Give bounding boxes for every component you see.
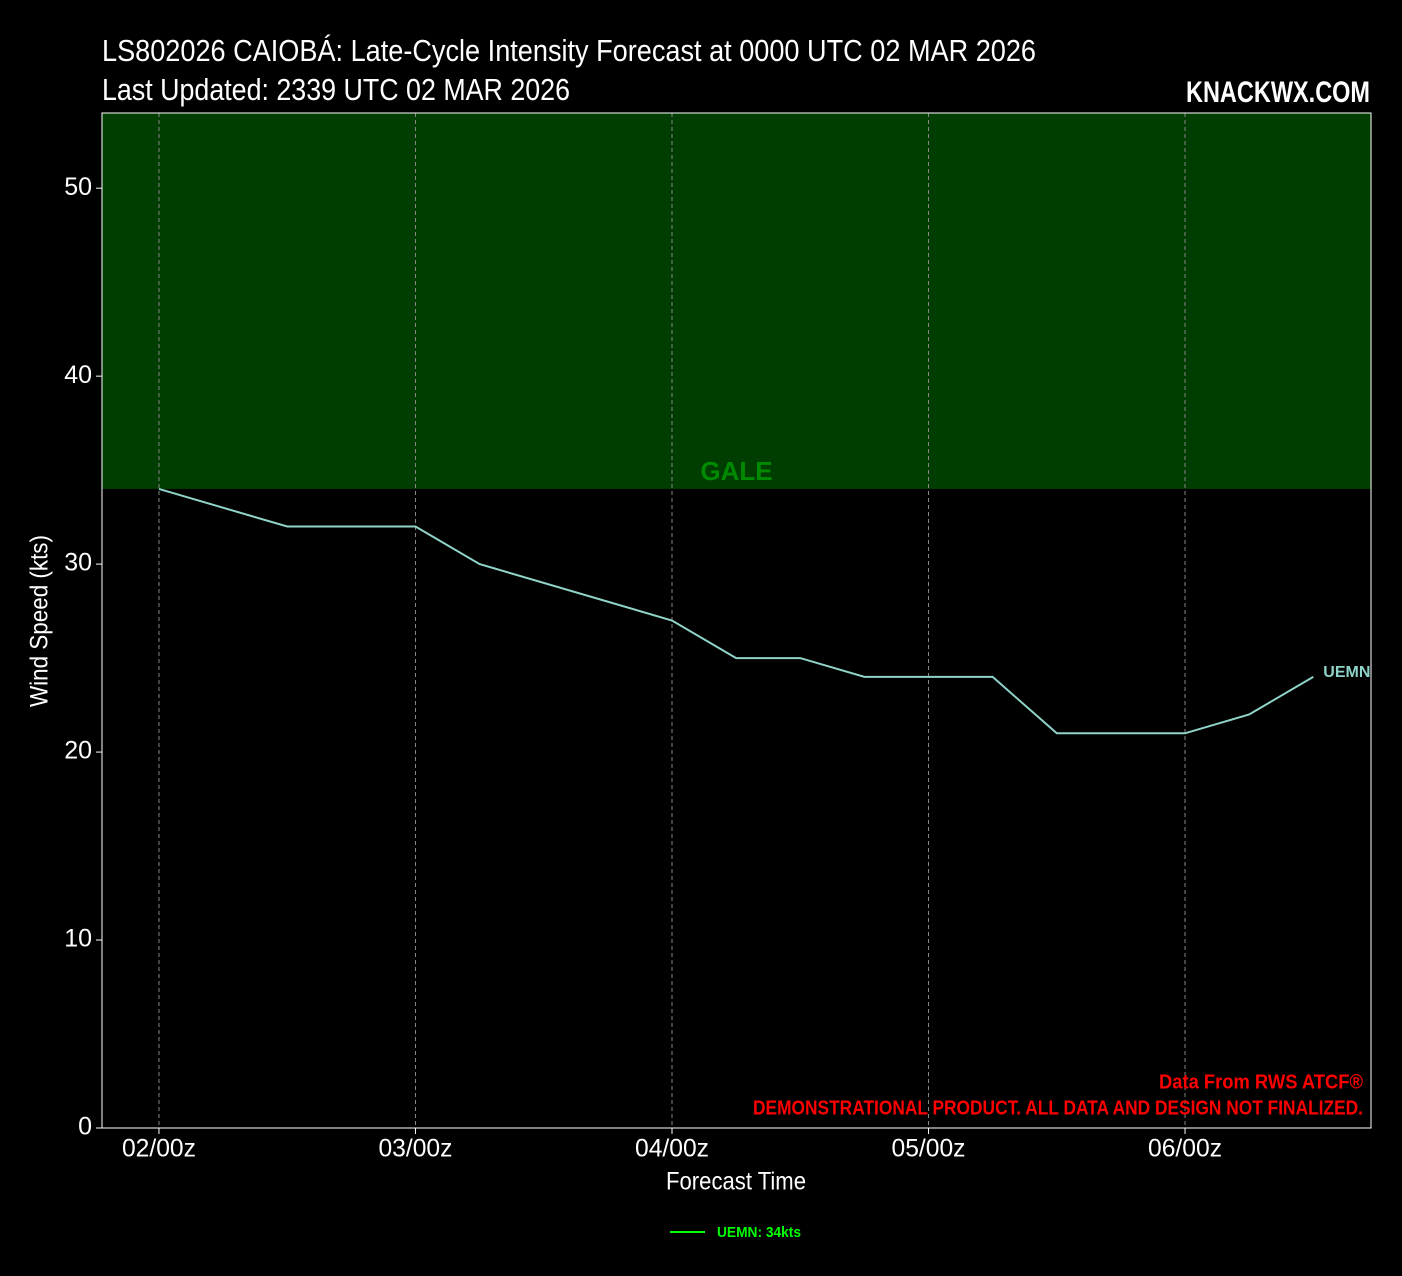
threshold-band (102, 113, 1371, 489)
threshold-label: GALE (700, 456, 772, 486)
x-axis-label: Forecast Time (666, 1168, 806, 1196)
x-tick-label: 03/00z (378, 1135, 452, 1163)
x-tick-label: 04/00z (635, 1135, 709, 1163)
series-end-label: UEMN (1323, 664, 1370, 681)
chart-subtitle: Last Updated: 2339 UTC 02 MAR 2026 (102, 72, 570, 107)
x-tick-label: 05/00z (892, 1135, 966, 1163)
y-tick-label: 10 (64, 925, 92, 953)
plot-frame (101, 112, 1372, 1129)
y-tick-label: 0 (78, 1113, 92, 1141)
annotation: Data From RWS ATCF® (1159, 1071, 1363, 1093)
legend-label: UEMN: 34kts (717, 1224, 801, 1241)
annotation: DEMONSTRATIONAL PRODUCT. ALL DATA AND DE… (753, 1097, 1363, 1119)
watermark: KNACKWX.COM (1186, 76, 1370, 109)
y-axis-label: Wind Speed (kts) (26, 535, 54, 707)
y-tick-label: 40 (64, 361, 92, 389)
y-tick-label: 50 (64, 173, 92, 201)
y-tick-label: 20 (64, 737, 92, 765)
chart-title: LS802026 CAIOBÁ: Late-Cycle Intensity Fo… (102, 33, 1036, 68)
y-tick-label: 30 (64, 549, 92, 577)
series-line (158, 487, 1314, 735)
x-tick-label: 02/00z (122, 1135, 196, 1163)
x-tick-label: 06/00z (1148, 1135, 1222, 1163)
